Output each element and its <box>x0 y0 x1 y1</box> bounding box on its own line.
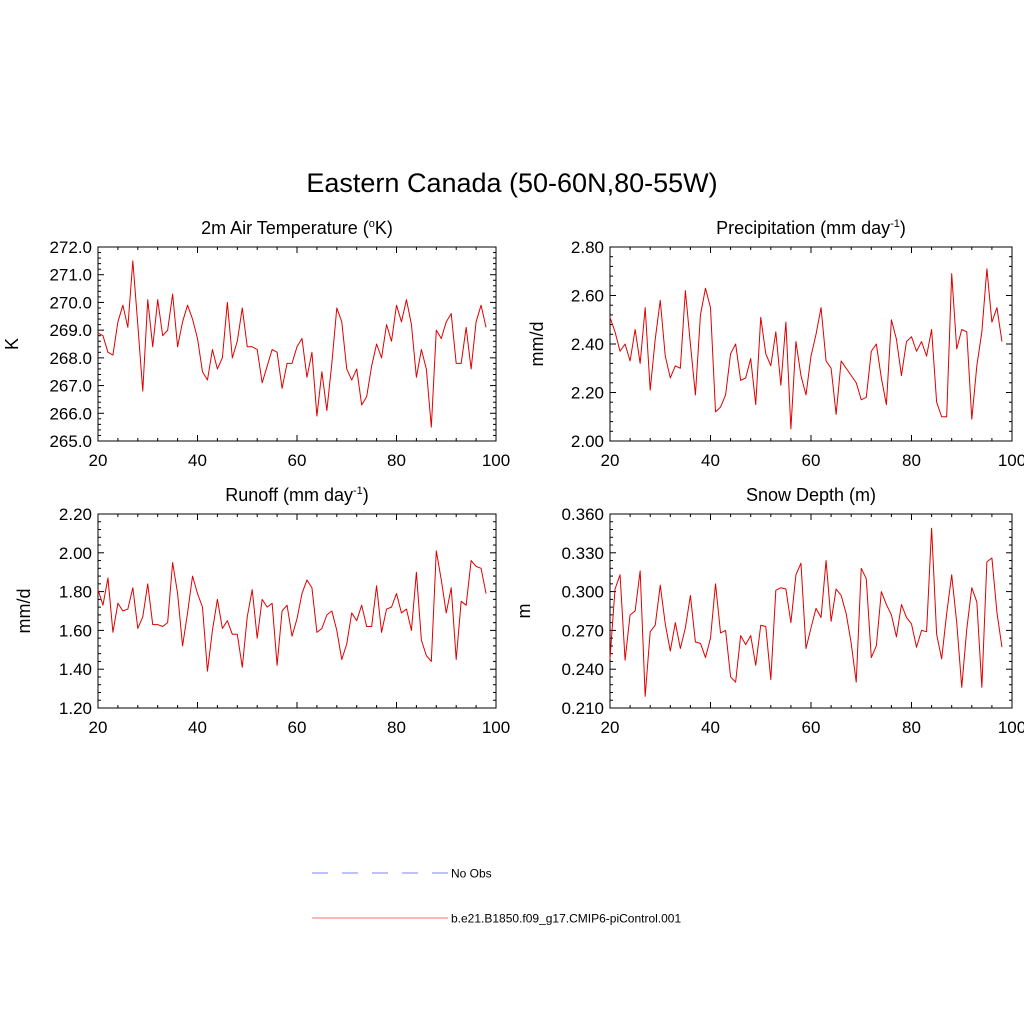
y-tick-label: 2.20 <box>59 505 92 524</box>
y-tick-label: 2.00 <box>571 432 604 451</box>
y-tick-label: 0.240 <box>561 660 604 679</box>
panel-title-main: Snow Depth (m) <box>746 485 876 505</box>
legend: No Obs b.e21.B1850.f09_g17.CMIP6-piContr… <box>312 867 681 926</box>
x-tick-label: 20 <box>601 718 620 737</box>
y-axis-label: K <box>2 338 22 350</box>
y-tick-label: 1.80 <box>59 583 92 602</box>
y-tick-label: 1.40 <box>59 660 92 679</box>
chart-snow-depth: 20 40 60 80 100 0.210 0.240 0.270 0.300 0.330 0.36… <box>514 485 1024 737</box>
y-axis-label: m <box>514 604 534 619</box>
y-tick-label: 2.80 <box>571 238 604 257</box>
x-tick-label: 60 <box>802 451 821 470</box>
x-tick-label: 20 <box>89 451 108 470</box>
x-tick-label: 100 <box>482 451 510 470</box>
panel-title-superscript: o <box>369 218 375 230</box>
y-tick-label: 270.0 <box>49 293 92 312</box>
y-tick-label: 1.60 <box>59 621 92 640</box>
y-tick-label: 0.270 <box>561 621 604 640</box>
y-tick-label: 2.40 <box>571 335 604 354</box>
y-tick-label: 1.20 <box>59 699 92 718</box>
series-line <box>97 550 487 672</box>
y-tick-label: 2.60 <box>571 287 604 306</box>
legend-series-label: b.e21.B1850.f09_g17.CMIP6-piControl.001 <box>451 912 681 926</box>
y-tick-label: 0.300 <box>561 583 604 602</box>
panel-title: Precipitation (mm day-1) <box>716 218 906 238</box>
chart-precipitation: 20 40 60 80 100 2.00 2.20 2.40 2.60 2.80 mm/d Preci… <box>527 218 1024 470</box>
panel-title-superscript: -1 <box>890 218 900 230</box>
chart-temperature: 20 40 60 80 100 265.0 266.0 267.0 268.0 269.0 270.… <box>2 218 510 470</box>
y-tick-label: 269.0 <box>49 321 92 340</box>
y-tick-label: 267.0 <box>49 377 92 396</box>
y-axis-label: mm/d <box>14 589 34 634</box>
panels: 20 40 60 80 100 265.0 266.0 267.0 268.0 269.0 270.… <box>2 218 1024 737</box>
figure-title: Eastern Canada (50-60N,80-55W) <box>306 168 717 198</box>
y-axis-label: mm/d <box>527 322 547 367</box>
y-tick-label: 272.0 <box>49 238 92 257</box>
x-tick-label: 40 <box>188 718 207 737</box>
y-tick-label: 2.00 <box>59 544 92 563</box>
y-tick-label: 0.210 <box>561 699 604 718</box>
y-tick-label: 268.0 <box>49 349 92 368</box>
panel-title: Runoff (mm day-1) <box>225 485 369 505</box>
panel-title: Snow Depth (m) <box>746 485 876 505</box>
series-line <box>609 527 1003 697</box>
panel-title: 2m Air Temperature (oK) <box>201 218 393 238</box>
y-tick-label: 0.360 <box>561 505 604 524</box>
x-tick-label: 40 <box>188 451 207 470</box>
x-tick-label: 100 <box>998 451 1024 470</box>
y-tick-label: 2.20 <box>571 384 604 403</box>
panel-title-main: Precipitation (mm day <box>716 218 890 238</box>
x-tick-label: 80 <box>902 451 921 470</box>
x-tick-label: 100 <box>998 718 1024 737</box>
x-tick-label: 60 <box>802 718 821 737</box>
x-tick-label: 20 <box>89 718 108 737</box>
y-tick-label: 0.330 <box>561 544 604 563</box>
x-tick-label: 40 <box>701 451 720 470</box>
panel-title-tail: K) <box>375 218 393 238</box>
panel-title-main: 2m Air Temperature ( <box>201 218 369 238</box>
y-tick-label: 271.0 <box>49 266 92 285</box>
y-tick-label: 265.0 <box>49 432 92 451</box>
series-line <box>97 260 487 428</box>
x-tick-label: 20 <box>601 451 620 470</box>
panel-title-tail: ) <box>363 485 369 505</box>
legend-obs-label: No Obs <box>451 867 492 881</box>
x-tick-label: 60 <box>288 451 307 470</box>
x-tick-label: 80 <box>387 451 406 470</box>
x-tick-label: 100 <box>482 718 510 737</box>
panel-title-main: Runoff (mm day <box>225 485 353 505</box>
panel-title-superscript: -1 <box>353 485 363 497</box>
y-tick-label: 266.0 <box>49 404 92 423</box>
x-tick-label: 60 <box>288 718 307 737</box>
x-tick-label: 40 <box>701 718 720 737</box>
series-line <box>609 268 1003 430</box>
x-tick-label: 80 <box>902 718 921 737</box>
x-tick-label: 80 <box>387 718 406 737</box>
chart-runoff: 20 40 60 80 100 1.20 1.40 1.60 1.80 2.00 2.20 mm/d R… <box>14 485 510 737</box>
panel-title-tail: ) <box>900 218 906 238</box>
